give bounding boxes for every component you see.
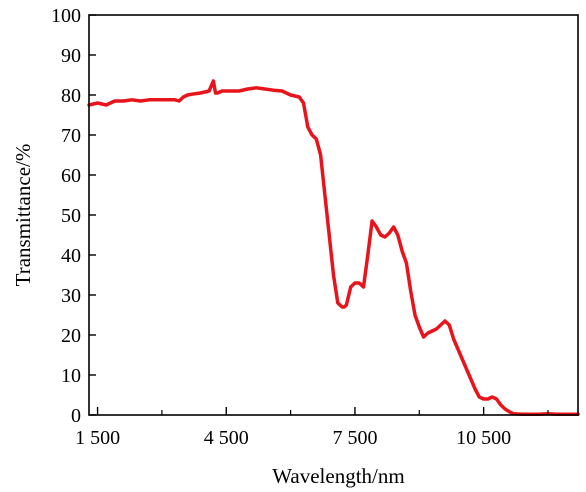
y-tick-label: 20 xyxy=(61,325,81,347)
y-tick-label: 0 xyxy=(71,405,81,427)
plot-frame xyxy=(88,14,579,416)
y-tick-label: 50 xyxy=(61,205,81,227)
y-tick-label: 90 xyxy=(61,45,81,67)
ticks-layer: 0 10 20 30 40 50 60 70 80 90 100 1 500 4 500 7 500 10 … xyxy=(51,5,549,449)
y-tick-label: 30 xyxy=(61,285,81,307)
y-tick-label: 40 xyxy=(61,245,81,267)
y-axis-title: Transmittance/% xyxy=(11,144,35,287)
x-tick-label: 10 500 xyxy=(456,427,511,449)
x-tick-label: 4 500 xyxy=(204,427,249,449)
x-tick-label: 7 500 xyxy=(332,427,377,449)
x-tick-label: 1 500 xyxy=(75,427,120,449)
y-tick-label: 80 xyxy=(61,85,81,107)
series-line-0 xyxy=(87,79,580,416)
y-tick-label: 60 xyxy=(61,165,81,187)
y-tick-label: 70 xyxy=(61,125,81,147)
y-tick-label: 100 xyxy=(51,5,81,27)
plot-layer xyxy=(87,79,580,416)
x-axis-title: Wavelength/nm xyxy=(272,464,404,488)
y-tick-label: 10 xyxy=(61,365,81,387)
